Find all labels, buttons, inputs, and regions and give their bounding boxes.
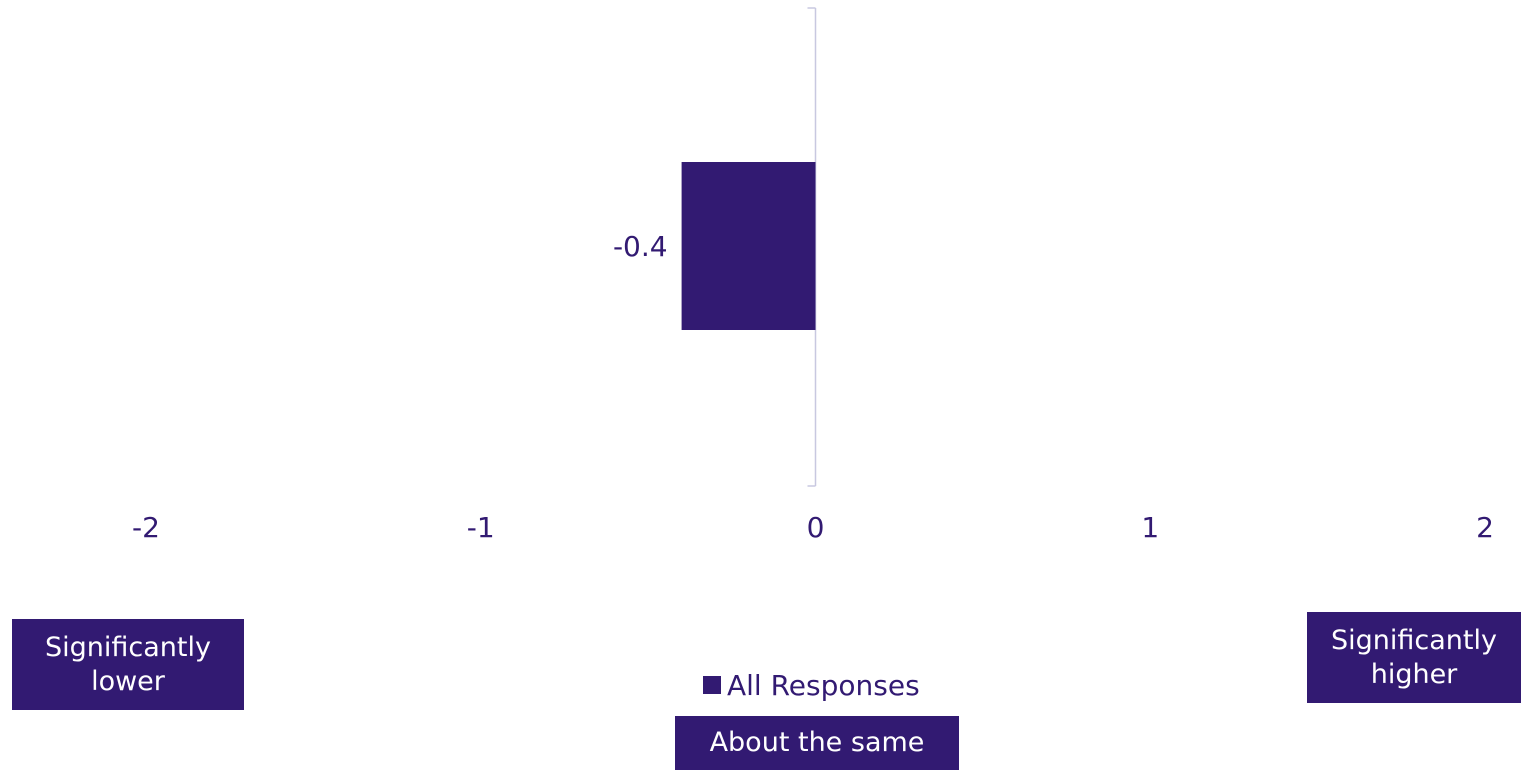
x-tick-label: -1 [467, 511, 495, 544]
data-label-all-responses: -0.4 [613, 230, 668, 263]
bar-all-responses [681, 162, 816, 330]
scale-anchor-lower-line1: Significantly [45, 631, 211, 663]
legend-label-all-responses: All Responses [727, 668, 920, 702]
scale-anchor-middle: About the same [675, 716, 959, 770]
chart-plot: -0.4 -2 -1 0 1 2 [132, 7, 1494, 544]
x-tick-label: -2 [132, 511, 160, 544]
scale-anchor-higher-line1: Significantly [1331, 624, 1497, 656]
scale-anchor-higher: Significantly higher [1307, 612, 1521, 703]
legend-swatch-all-responses [703, 676, 721, 694]
x-tick-label: 1 [1141, 511, 1159, 544]
x-tick-label: 2 [1476, 511, 1494, 544]
scale-anchor-lower-line2: lower [91, 665, 165, 697]
scale-anchor-higher-line2: higher [1370, 658, 1458, 690]
chart-legend: All Responses [703, 666, 920, 704]
x-tick-label: 0 [807, 511, 825, 544]
scale-anchor-lower: Significantly lower [12, 619, 244, 710]
scale-anchor-middle-label: About the same [709, 727, 925, 758]
